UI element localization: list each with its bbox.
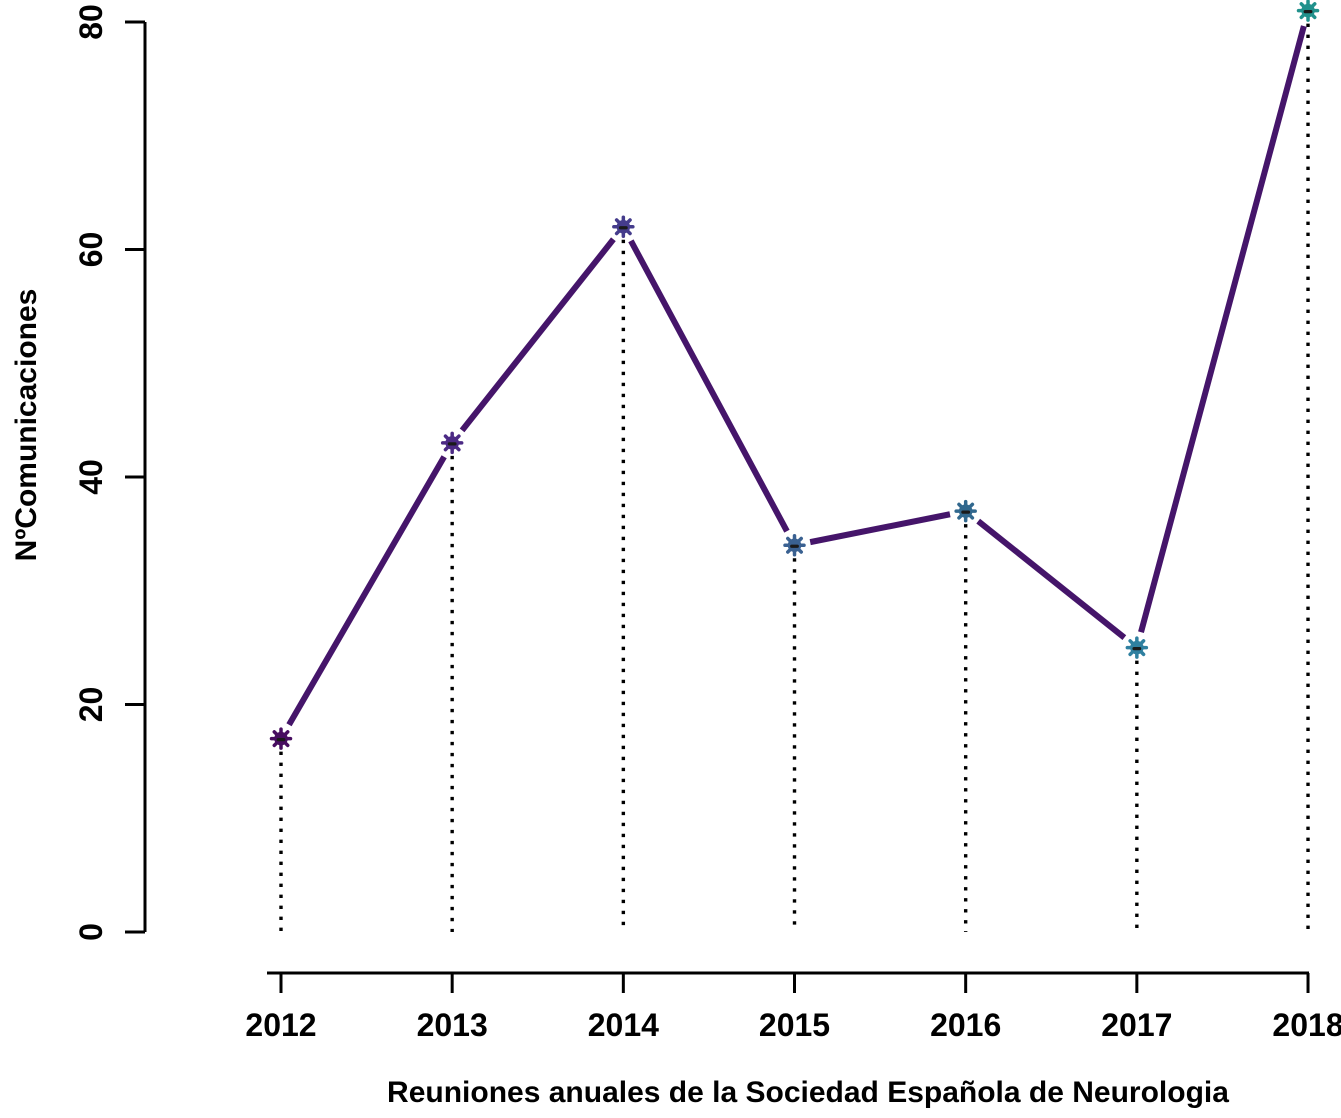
data-point-marker	[1296, 0, 1320, 22]
y-axis-title: NºComunicaciones	[10, 289, 43, 562]
data-point-marker	[440, 431, 464, 455]
y-tick-label: 80	[73, 4, 109, 40]
plot-layer: 0 20 40 60 80 2012 2013 2014 2015 2016 2017 2018	[73, 0, 1341, 1043]
x-tick-label: 2015	[759, 1007, 830, 1043]
x-tick-label: 2016	[930, 1007, 1001, 1043]
x-tick-label: 2012	[245, 1007, 316, 1043]
data-point-marker	[954, 499, 977, 523]
x-tick-label: 2017	[1101, 1007, 1172, 1043]
data-point-marker	[783, 534, 806, 557]
data-point-marker	[1125, 636, 1149, 659]
series-line-segment	[976, 518, 1127, 640]
x-tick-label: 2013	[417, 1007, 488, 1043]
series-line-segment	[628, 239, 790, 533]
data-point-marker	[612, 215, 635, 238]
x-tick-label: 2014	[588, 1007, 659, 1043]
y-tick-label: 20	[73, 687, 109, 723]
x-tick-label: 2018	[1272, 1007, 1341, 1043]
y-tick-label: 40	[73, 459, 109, 495]
data-point-marker	[269, 727, 293, 750]
series-line-segment	[809, 511, 951, 546]
series-line-segment	[1138, 25, 1307, 633]
x-axis-title: Reuniones anuales de la Sociedad Español…	[387, 1076, 1229, 1109]
y-tick-label: 0	[73, 923, 109, 941]
y-tick-label: 60	[73, 232, 109, 268]
series-line-segment	[286, 455, 447, 727]
series-line-segment	[459, 237, 616, 433]
